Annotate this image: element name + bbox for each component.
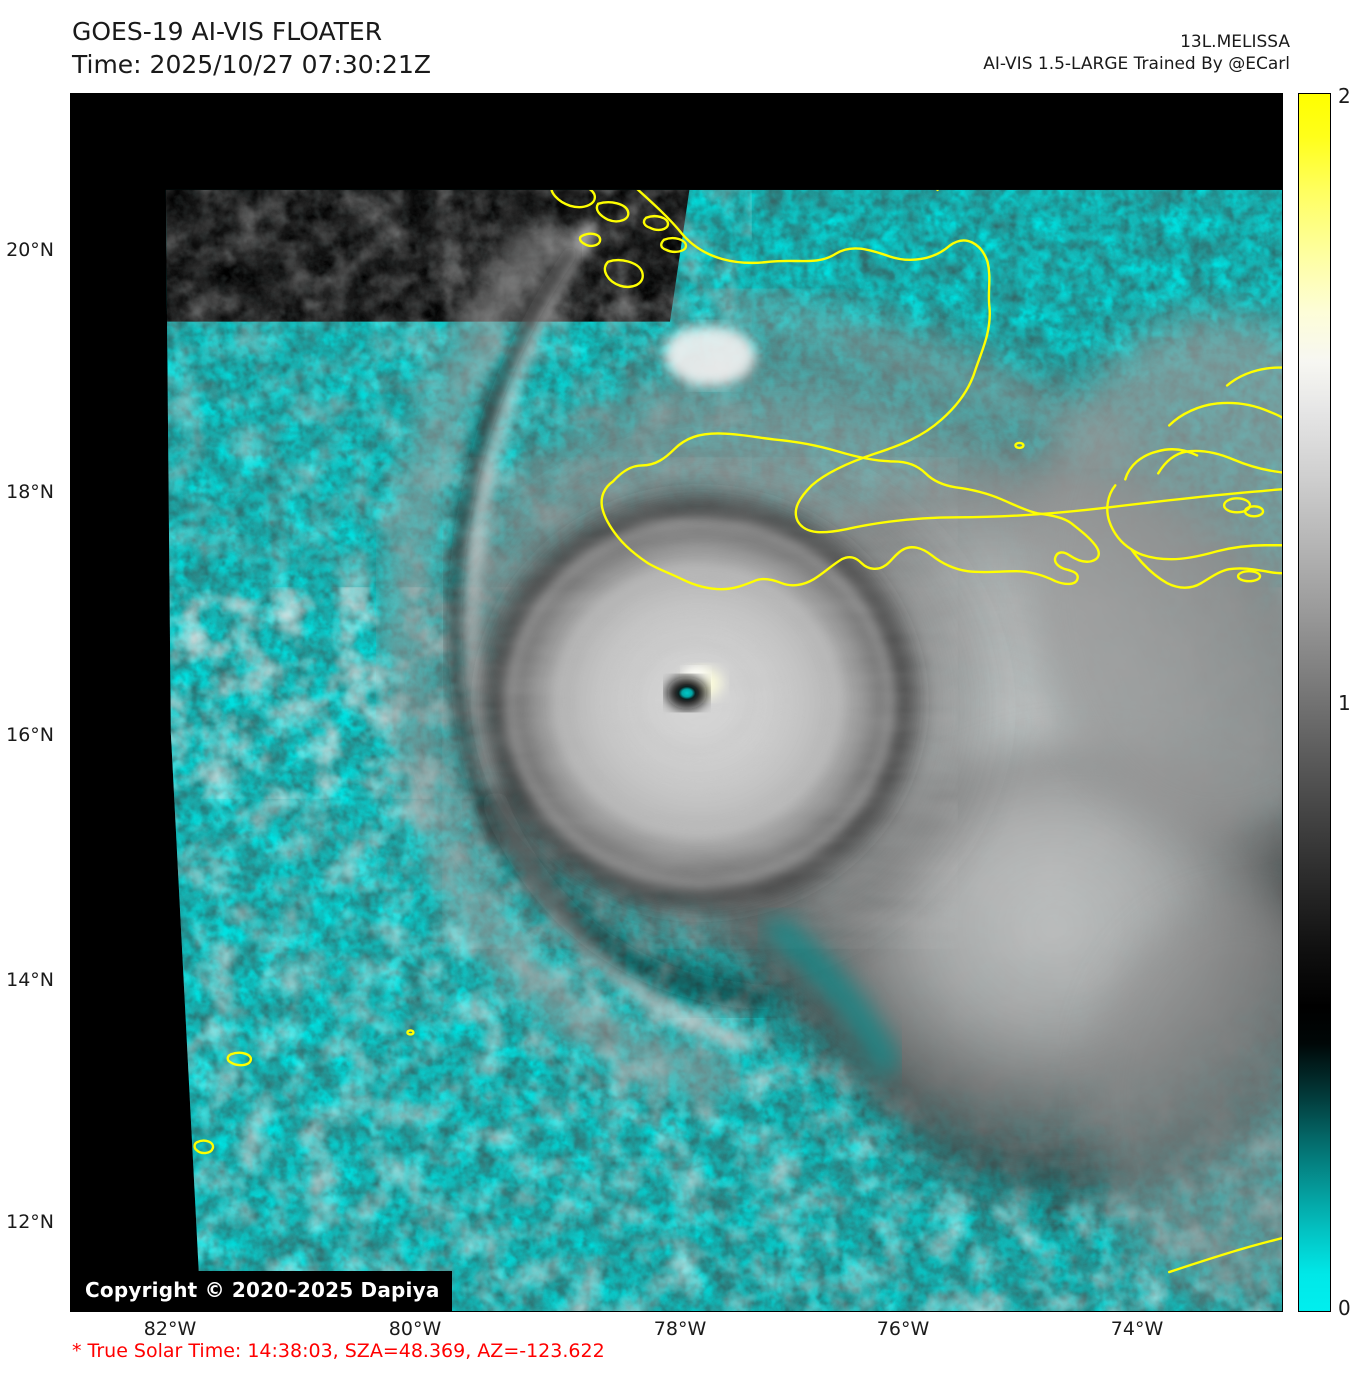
lon-tick-76w: 76°W <box>876 1318 930 1340</box>
hispaniola-gonave-north <box>1157 449 1282 475</box>
coastline-overlay <box>193 189 1282 1274</box>
title-block: GOES-19 AI-VIS FLOATER Time: 2025/10/27 … <box>72 16 431 81</box>
haiti-south-coast <box>1130 548 1282 589</box>
lat-tick-18n: 18°N <box>6 481 54 503</box>
hurricane-eye[interactable] <box>675 684 699 703</box>
lon-tick-74w: 74°W <box>1110 1318 1164 1340</box>
colorbar-tick-min: 0 <box>1338 1296 1351 1320</box>
island-cay-8 <box>603 258 644 289</box>
latitude-axis: 20°N 18°N 16°N 14°N 12°N <box>0 0 62 1387</box>
island-cay-sw3 <box>193 1139 215 1155</box>
lat-tick-16n: 16°N <box>6 724 54 746</box>
timestamp-label: Time: 2025/10/27 07:30:21Z <box>72 49 431 79</box>
data-footprint <box>165 183 1282 1311</box>
ile-a-vache <box>1236 570 1262 583</box>
core-southern-edge <box>478 788 771 1011</box>
hispaniola-ne <box>1225 366 1282 387</box>
storm-id-label: 13L.MELISSA <box>1180 32 1290 52</box>
southeast-cloud-deck <box>1089 902 1282 1303</box>
island-cay-5 <box>642 215 670 232</box>
se-coastline-fragment <box>1167 1236 1282 1274</box>
island-cay-7 <box>578 232 602 248</box>
north-overshoot-top <box>664 325 756 386</box>
island-cay-4 <box>595 201 630 223</box>
satellite-imagery-canvas <box>71 94 1282 1311</box>
island-cay-3 <box>550 189 597 209</box>
small-island-gonave <box>1243 505 1265 518</box>
cuba-coastline <box>588 189 1282 534</box>
copyright-badge: Copyright © 2020-2025 Dapiya <box>71 1271 452 1311</box>
island-cay-6 <box>660 236 688 254</box>
island-cay-sw2 <box>226 1051 253 1067</box>
model-credit-label: AI-VIS 1.5-LARGE Trained By @ECarl <box>983 53 1290 74</box>
solar-time-note: * True Solar Time: 14:38:03, SZA=48.369,… <box>72 1340 605 1362</box>
micro-cay-2 <box>406 1029 415 1036</box>
haiti-nw-tip <box>1124 448 1199 481</box>
lon-tick-82w: 82°W <box>143 1318 197 1340</box>
lon-tick-80w: 80°W <box>388 1318 442 1340</box>
haiti-south-peninsula <box>1106 484 1282 561</box>
lat-tick-14n: 14°N <box>6 969 54 991</box>
jamaica-coastline <box>600 432 1100 591</box>
lon-tick-78w: 78°W <box>653 1318 707 1340</box>
colorbar-tick-max: 2 <box>1338 84 1351 108</box>
hispaniola-north <box>1167 401 1282 427</box>
metadata-block: 13L.MELISSA AI-VIS 1.5-LARGE Trained By … <box>983 32 1290 76</box>
colorbar-tick-mid: 1 <box>1338 691 1351 715</box>
southeast-band-gap <box>761 912 902 1078</box>
page-title: GOES-19 AI-VIS FLOATER <box>72 17 383 46</box>
gonave-island <box>1222 497 1252 514</box>
lat-tick-12n: 12°N <box>6 1211 54 1233</box>
lat-tick-20n: 20°N <box>6 239 54 261</box>
colorbar[interactable] <box>1298 93 1331 1312</box>
satellite-image-plot[interactable]: Copyright © 2020-2025 Dapiya <box>70 93 1283 1312</box>
micro-cay-1 <box>1014 441 1025 450</box>
